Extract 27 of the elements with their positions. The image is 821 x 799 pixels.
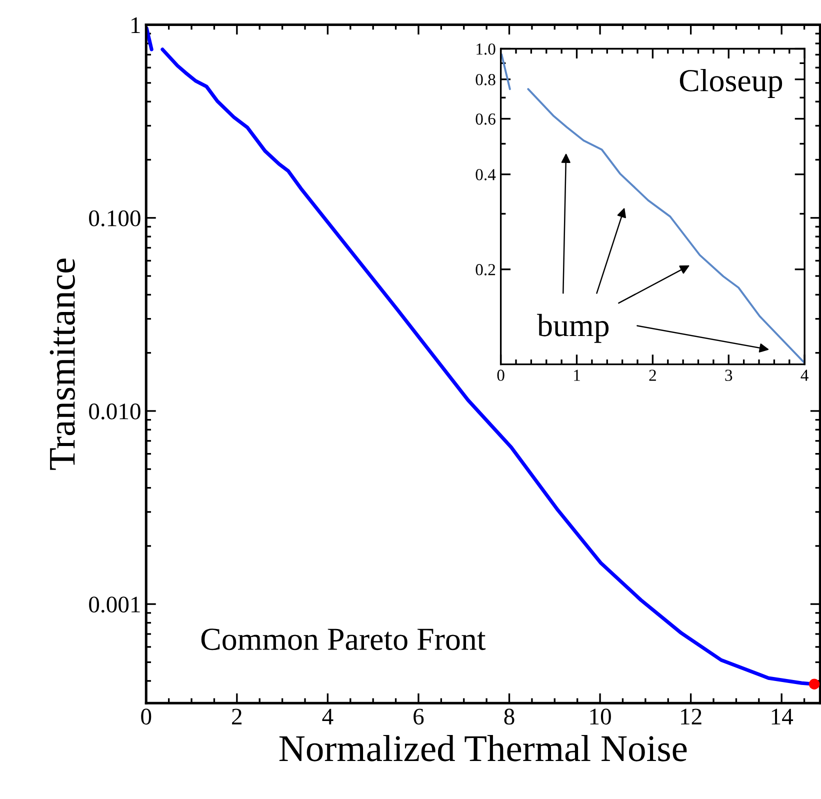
x-tick-label: 10 — [590, 708, 611, 725]
y-tick-label: 1.0 — [476, 43, 496, 55]
x-tick-label: 4 — [322, 708, 334, 724]
x-axis-title: Normalized Thermal Noise — [279, 734, 687, 762]
y-tick-label: 0.2 — [476, 264, 496, 276]
x-tick-label: 0 — [141, 708, 152, 725]
x-tick-label: 2 — [232, 708, 242, 724]
y-axis-title: Transmittance — [50, 258, 75, 470]
y-tick-label: 0.6 — [476, 113, 496, 125]
y-tick-label: 0.010 — [89, 403, 140, 420]
annotation: Common Pareto Front — [201, 628, 486, 650]
x-tick-label: 6 — [414, 708, 424, 725]
y-tick-label: 0.001 — [89, 596, 140, 613]
annotation: bump — [537, 314, 609, 343]
x-tick-label: 1 — [574, 370, 580, 381]
y-tick-label: 1 — [132, 17, 140, 33]
y-tick-label: 0.100 — [89, 210, 140, 226]
x-tick-label: 4 — [800, 370, 808, 381]
x-tick-label: 3 — [725, 370, 732, 381]
x-tick-label: 12 — [681, 708, 702, 724]
x-tick-label: 2 — [649, 370, 656, 381]
x-tick-label: 14 — [772, 708, 794, 724]
x-tick-label: 8 — [504, 708, 514, 725]
annotation: Closeup — [680, 68, 782, 98]
x-tick-label: 0 — [497, 370, 504, 381]
y-tick-label: 0.4 — [476, 169, 496, 180]
y-tick-label: 0.8 — [476, 74, 496, 86]
